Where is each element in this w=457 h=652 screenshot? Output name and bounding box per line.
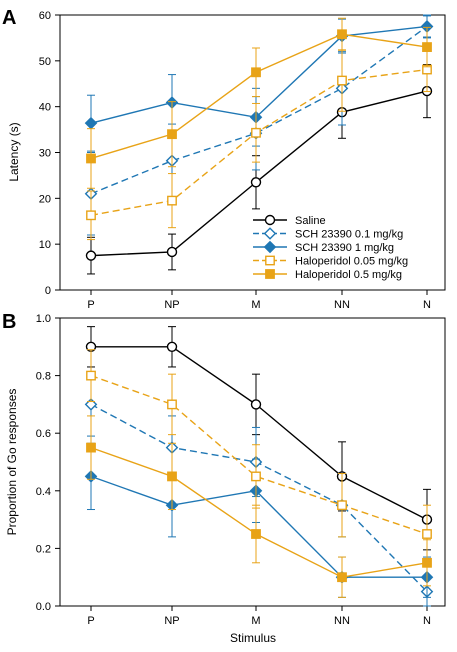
b-series-sch-23390-1-mg-kg: [84, 442, 434, 598]
plot-area-b: 0.00.20.40.60.81.0P NP M NN N: [36, 313, 434, 627]
data-point: [85, 250, 97, 261]
legend-marker: [263, 240, 277, 254]
legend-item-sch-23390-0-1-mg-kg: SCH 23390 0.1 mg/kg: [253, 227, 403, 241]
data-point: [167, 195, 177, 206]
data-point: [251, 127, 261, 138]
data-point: [422, 557, 432, 568]
legend-marker: [264, 214, 276, 226]
b-series-haloperidol-0-5-mg-kg: [86, 415, 432, 598]
data-point: [422, 529, 432, 539]
legend-marker: [265, 269, 275, 279]
data-point: [251, 67, 261, 78]
legend-item-haloperidol-0-5-mg-kg: Haloperidol 0.5 mg/kg: [253, 269, 402, 281]
data-point: [422, 42, 432, 52]
data-point: [337, 29, 347, 40]
a-series-haloperidol-0-05-mg-kg: [86, 47, 432, 241]
y-axis-label-a: Latency (s): [7, 122, 21, 181]
legend-label: Haloperidol 0.5 mg/kg: [295, 269, 402, 281]
a-y-tick-label: 0: [45, 285, 51, 297]
b-y-tick-label: 0.8: [36, 371, 51, 383]
series-line: [90, 374, 428, 535]
data-point: [167, 399, 177, 410]
legend-label: Saline: [295, 215, 326, 227]
y-axis-label-b: Proportion of Go responses: [5, 389, 19, 536]
data-point: [251, 471, 261, 482]
a-x-tick-label: M: [251, 299, 260, 311]
series-line: [90, 446, 428, 578]
panel-label-b: B: [2, 311, 16, 333]
legend-label: SCH 23390 1 mg/kg: [295, 242, 394, 254]
panel-label-a: A: [2, 7, 16, 29]
data-point: [250, 399, 262, 410]
a-y-tick-label: 50: [39, 56, 51, 68]
a-y-tick-label: 40: [39, 102, 51, 114]
data-point: [166, 341, 178, 352]
b-x-tick-label: N: [423, 615, 431, 627]
series-line: [90, 68, 428, 216]
data-point: [84, 116, 98, 130]
a-y-tick-label: 60: [39, 10, 51, 22]
data-point: [251, 529, 261, 539]
b-x-tick-label: NP: [164, 615, 179, 627]
data-point: [250, 177, 262, 188]
b-y-tick-label: 0.0: [36, 601, 51, 613]
b-y-tick-label: 0.2: [36, 543, 51, 555]
b-y-tick-label: 0.6: [36, 428, 51, 440]
a-y-tick-label: 10: [39, 239, 51, 251]
data-point: [337, 75, 347, 86]
a-y-tick-label: 30: [39, 148, 51, 160]
b-series-saline: [85, 326, 433, 551]
data-point: [166, 246, 178, 258]
legend-marker: [265, 255, 275, 266]
a-y-tick-label: 20: [39, 193, 51, 205]
panel-b: B Proportion of Go responses Stimulus 0.…: [2, 311, 446, 645]
b-y-tick-label: 0.4: [36, 486, 51, 498]
data-point: [86, 153, 96, 164]
a-x-tick-label: P: [87, 299, 94, 311]
a-x-tick-label: NN: [334, 299, 350, 311]
legend-item-haloperidol-0-05-mg-kg: Haloperidol 0.05 mg/kg: [253, 256, 408, 268]
b-x-tick-label: NN: [334, 615, 350, 627]
b-x-tick-label: P: [87, 615, 94, 627]
data-point: [86, 210, 96, 221]
data-point: [86, 442, 96, 453]
legend-label: Haloperidol 0.05 mg/kg: [295, 256, 408, 268]
data-point: [86, 370, 96, 381]
data-point: [167, 129, 177, 140]
legend-item-saline: Saline: [253, 214, 326, 227]
data-point: [167, 471, 177, 482]
series-line: [90, 25, 428, 195]
legend-label: SCH 23390 0.1 mg/kg: [295, 229, 403, 241]
legend-marker: [263, 227, 277, 240]
data-point: [337, 500, 347, 511]
a-series-haloperidol-0-5-mg-kg: [86, 17, 432, 189]
plot-frame-b: [59, 317, 446, 607]
b-x-tick-label: M: [251, 615, 260, 627]
b-series-haloperidol-0-05-mg-kg: [86, 349, 432, 564]
series-line: [90, 403, 428, 593]
legend-item-sch-23390-1-mg-kg: SCH 23390 1 mg/kg: [253, 240, 394, 254]
data-point: [337, 572, 347, 583]
a-x-tick-label: NP: [164, 299, 179, 311]
b-y-tick-label: 1.0: [36, 313, 51, 325]
x-axis-label-b: Stimulus: [230, 631, 276, 645]
a-x-tick-label: N: [423, 299, 431, 311]
